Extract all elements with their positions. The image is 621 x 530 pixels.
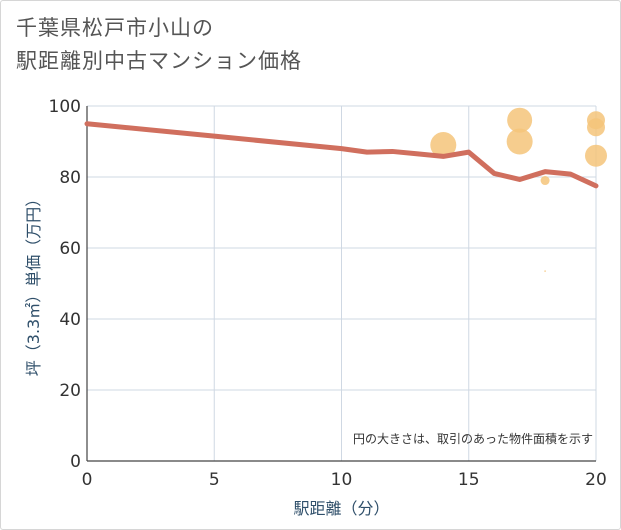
y-tick-label: 60 (59, 239, 81, 259)
x-tick-label: 15 (458, 470, 480, 490)
title-line-2: 駅距離別中古マンション価格 (16, 49, 302, 73)
tick-labels: 0 20 40 60 80 100 0 5 10 15 20 (49, 97, 607, 490)
x-tick-label: 20 (585, 470, 607, 490)
axes (86, 106, 596, 462)
bubble-point (540, 176, 550, 186)
x-tick-label: 5 (209, 470, 220, 490)
x-axis-title: 駅距離（分） (293, 499, 389, 518)
bubble-point (585, 144, 607, 167)
bubble-point (507, 107, 533, 133)
page-title: 千葉県松戸市小山の 駅距離別中古マンション価格 (16, 12, 302, 78)
bubble-point (430, 132, 457, 159)
y-tick-label: 20 (59, 381, 81, 401)
y-tick-label: 80 (59, 168, 81, 188)
y-axis-title: 坪（3.3㎡）単価（万円） (24, 191, 43, 376)
grid-lines (86, 105, 597, 462)
y-tick-label: 100 (49, 97, 81, 117)
x-tick-label: 10 (331, 470, 353, 490)
bubble-point (506, 128, 533, 155)
average-price-line (84, 121, 599, 189)
y-tick-label: 40 (59, 310, 81, 330)
bubble-point (544, 270, 546, 272)
y-tick-label: 0 (70, 452, 81, 472)
bubble-size-note: 円の大きさは、取引のあった物件面積を示す (353, 431, 593, 446)
x-tick-label: 0 (82, 470, 93, 490)
bubble-point (587, 118, 605, 137)
plot-area (84, 107, 607, 272)
title-line-1: 千葉県松戸市小山の (16, 16, 214, 40)
